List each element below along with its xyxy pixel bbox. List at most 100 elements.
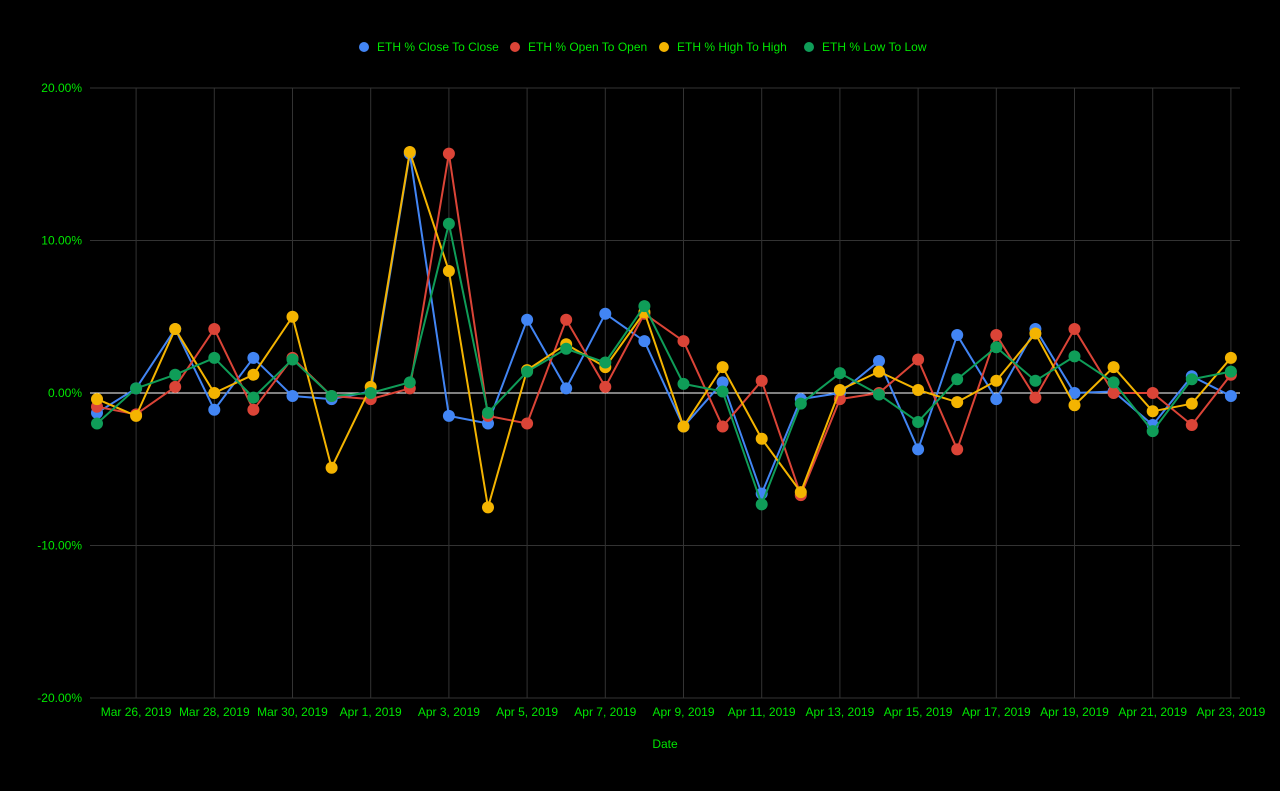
x-tick-label: Apr 15, 2019 [884,705,953,719]
data-point[interactable] [716,376,729,389]
data-point[interactable] [912,383,925,396]
data-point[interactable] [599,380,612,393]
data-point[interactable] [208,351,221,364]
series-lines [91,146,1237,514]
data-point[interactable] [442,147,455,160]
legend-item[interactable]: ETH % Open To Open [510,40,647,54]
legend-item[interactable]: ETH % Close To Close [359,40,499,54]
data-point[interactable] [873,388,885,401]
data-point[interactable] [208,387,221,399]
data-point[interactable] [482,501,494,514]
data-point[interactable] [442,409,455,422]
data-point[interactable] [286,390,299,403]
data-point[interactable] [325,390,338,403]
data-point[interactable] [1029,391,1042,404]
data-point[interactable] [833,367,846,380]
data-point[interactable] [169,380,182,393]
legend[interactable]: ETH % Close To Close ETH % Open To Open ET… [359,40,927,54]
data-point[interactable] [91,417,103,430]
data-point[interactable] [794,486,807,499]
data-point[interactable] [951,373,964,386]
data-point[interactable] [873,365,885,378]
data-point[interactable] [169,368,182,381]
data-point[interactable] [1224,365,1237,378]
data-point[interactable] [1224,351,1237,364]
legend-item[interactable]: ETH % Low To Low [804,40,927,54]
data-point[interactable] [1224,390,1237,403]
data-point[interactable] [990,341,1003,354]
data-point[interactable] [247,403,260,416]
x-tick-label: Apr 3, 2019 [418,705,480,719]
data-point[interactable] [1185,397,1198,410]
data-point[interactable] [325,461,338,474]
data-point[interactable] [1146,425,1159,438]
x-tick-label: Mar 30, 2019 [257,705,328,719]
data-point[interactable] [1029,327,1042,340]
data-point[interactable] [482,406,494,419]
data-point[interactable] [677,335,690,348]
data-point[interactable] [990,393,1003,406]
data-point[interactable] [638,300,651,313]
data-point[interactable] [677,420,690,433]
data-point[interactable] [1107,376,1120,389]
data-point[interactable] [286,353,299,366]
data-point[interactable] [951,396,964,409]
data-point[interactable] [716,385,729,398]
data-point[interactable] [521,365,534,378]
data-point[interactable] [755,432,768,445]
data-point[interactable] [677,377,690,390]
data-point[interactable] [442,217,455,230]
data-point[interactable] [794,397,807,410]
data-point[interactable] [1068,387,1081,399]
data-point[interactable] [286,310,299,323]
data-point[interactable] [755,498,768,511]
data-point[interactable] [247,351,260,364]
data-point[interactable] [1068,399,1081,412]
data-point[interactable] [130,409,143,422]
data-point[interactable] [1068,350,1081,363]
data-point[interactable] [364,387,377,399]
data-point[interactable] [755,374,768,387]
data-point[interactable] [560,382,573,395]
data-point[interactable] [1185,419,1198,432]
data-point[interactable] [247,368,260,381]
data-point[interactable] [599,356,612,369]
data-point[interactable] [521,417,534,430]
data-point[interactable] [833,383,846,396]
data-point[interactable] [716,420,729,433]
data-point[interactable] [130,382,143,395]
data-point[interactable] [1185,373,1198,386]
data-point[interactable] [208,322,221,335]
data-point[interactable] [560,342,573,355]
data-point[interactable] [208,403,221,416]
data-point[interactable] [912,443,925,456]
data-point[interactable] [403,376,416,389]
data-point[interactable] [990,329,1003,342]
data-point[interactable] [912,415,925,428]
data-point[interactable] [403,146,416,159]
data-point[interactable] [638,335,651,348]
data-point[interactable] [1068,322,1081,335]
data-point[interactable] [169,322,182,335]
data-point[interactable] [912,353,925,366]
data-point[interactable] [1146,387,1159,399]
x-tick-label: Apr 13, 2019 [806,705,875,719]
data-point[interactable] [599,307,612,320]
data-point[interactable] [1146,405,1159,418]
data-point[interactable] [716,361,729,374]
data-point[interactable] [247,391,260,404]
data-point[interactable] [521,313,534,326]
data-point[interactable] [91,393,103,406]
data-point[interactable] [951,329,964,342]
data-point[interactable] [951,443,964,456]
data-point[interactable] [1029,374,1042,387]
data-point[interactable] [442,265,455,277]
data-point[interactable] [560,313,573,326]
data-point[interactable] [990,374,1003,387]
x-tick-label: Apr 19, 2019 [1040,705,1109,719]
legend-item[interactable]: ETH % High To High [659,40,787,54]
data-point[interactable] [1107,361,1120,374]
data-point[interactable] [873,354,885,367]
data-point[interactable] [1107,387,1120,399]
